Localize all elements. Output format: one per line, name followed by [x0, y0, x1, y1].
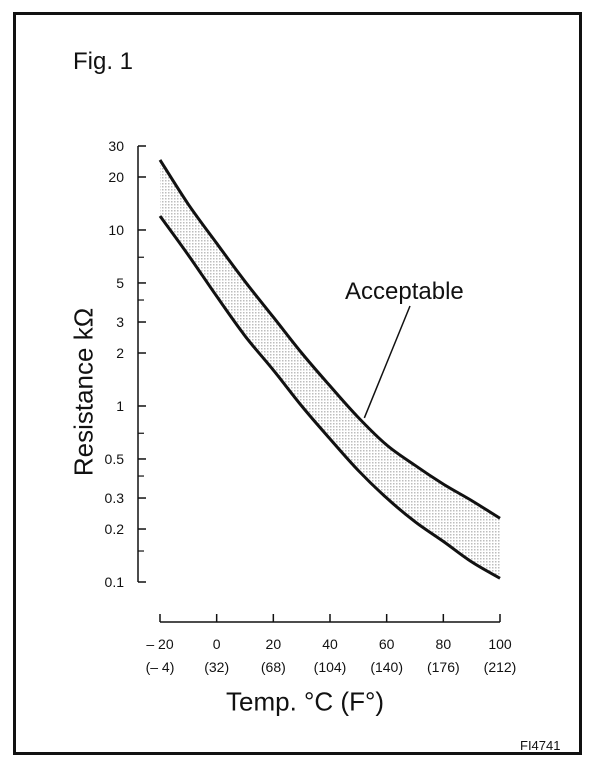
- x-tick-label: 80: [436, 636, 452, 652]
- figure-code: FI4741: [520, 738, 561, 753]
- x-tick-sublabel: (212): [484, 659, 517, 675]
- y-tick-label: 0.3: [105, 490, 125, 506]
- y-tick-label: 5: [116, 275, 124, 291]
- y-tick-label: 3: [116, 314, 124, 330]
- lower-limit-line: [158, 215, 501, 580]
- x-tick-sublabel: (68): [261, 659, 286, 675]
- y-tick-label: 20: [108, 169, 124, 185]
- annotation-leader-line: [363, 305, 411, 419]
- y-tick-label: 0.2: [105, 521, 125, 537]
- x-tick-sublabel: (104): [314, 659, 347, 675]
- acceptable-band: [160, 159, 500, 579]
- x-tick-sublabel: (176): [427, 659, 460, 675]
- x-tick-sublabel: (140): [370, 659, 403, 675]
- x-tick-sublabel: (32): [204, 659, 229, 675]
- x-tick-label: 40: [322, 636, 338, 652]
- x-tick-label: 20: [266, 636, 282, 652]
- x-tick-sublabel: (– 4): [146, 659, 175, 675]
- acceptable-annotation: Acceptable: [345, 278, 464, 305]
- y-tick-label: 0.5: [105, 451, 125, 467]
- upper-limit-line: [158, 159, 501, 520]
- figure-frame: [13, 12, 582, 755]
- y-tick-label: 0.1: [105, 574, 125, 590]
- y-tick-label: 30: [108, 138, 124, 154]
- x-tick-label: 0: [213, 636, 221, 652]
- x-tick-label: – 20: [146, 636, 173, 652]
- figure-label: Fig. 1: [73, 48, 134, 75]
- y-tick-label: 2: [116, 345, 124, 361]
- y-tick-label: 1: [116, 398, 124, 414]
- x-tick-label: 100: [488, 636, 512, 652]
- x-axis-label: Temp. °C (F°): [225, 686, 385, 717]
- x-tick-label: 60: [379, 636, 395, 652]
- y-tick-label: 10: [108, 222, 124, 238]
